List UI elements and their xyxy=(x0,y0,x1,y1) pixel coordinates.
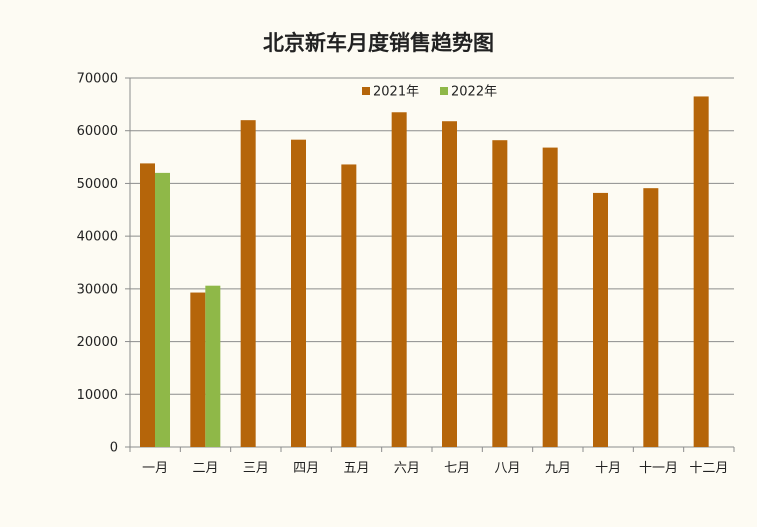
x-tick-label: 一月 xyxy=(142,461,168,476)
y-tick-label: 50000 xyxy=(77,177,118,192)
y-tick-label: 70000 xyxy=(77,72,118,87)
bar xyxy=(205,285,221,447)
legend-label: 2022年 xyxy=(451,85,497,100)
x-tick-label: 五月 xyxy=(343,461,369,476)
bar xyxy=(291,139,306,447)
bar xyxy=(341,164,357,448)
x-tick-label: 九月 xyxy=(545,461,571,476)
bar xyxy=(190,292,206,447)
legend-label: 2021年 xyxy=(373,85,419,100)
x-tick-label: 八月 xyxy=(494,461,520,476)
bar xyxy=(593,192,608,447)
legend-swatch xyxy=(440,87,448,95)
bar xyxy=(643,188,659,447)
chart-title: 北京新车月度销售趋势图 xyxy=(263,31,494,55)
x-tick-label: 三月 xyxy=(243,461,269,476)
bar xyxy=(391,112,407,447)
bar xyxy=(442,121,457,448)
y-tick-label: 10000 xyxy=(77,388,118,403)
x-tick-label: 二月 xyxy=(192,461,218,476)
legend-swatch xyxy=(362,87,370,95)
x-tick-label: 十月 xyxy=(595,461,621,476)
x-tick-label: 十二月 xyxy=(689,461,728,476)
y-tick-label: 60000 xyxy=(77,124,118,139)
x-tick-label: 十一月 xyxy=(639,461,678,476)
y-tick-label: 40000 xyxy=(77,230,118,245)
bar xyxy=(155,172,170,447)
y-tick-label: 0 xyxy=(110,441,118,456)
bar xyxy=(140,163,155,447)
y-tick-label: 20000 xyxy=(77,335,118,350)
bar xyxy=(542,147,558,447)
x-tick-label: 六月 xyxy=(394,461,420,476)
bar xyxy=(240,120,256,448)
x-tick-label: 四月 xyxy=(293,461,319,476)
y-tick-label: 30000 xyxy=(77,282,118,297)
x-tick-label: 七月 xyxy=(444,461,470,476)
bar xyxy=(693,96,709,447)
bar xyxy=(492,140,508,447)
